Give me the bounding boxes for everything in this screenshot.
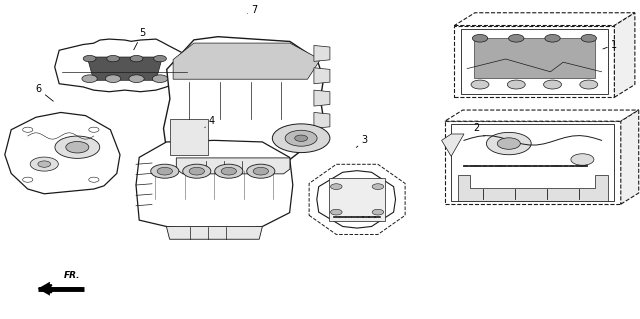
Polygon shape [164,37,323,161]
Circle shape [253,167,269,175]
Circle shape [183,164,211,178]
Circle shape [372,184,384,189]
Text: 2: 2 [474,122,484,136]
Text: 6: 6 [35,84,53,101]
Text: FR.: FR. [63,271,80,280]
Polygon shape [454,26,614,97]
Circle shape [107,56,120,62]
Polygon shape [451,124,614,201]
Circle shape [471,80,489,89]
Circle shape [215,164,243,178]
Circle shape [55,136,100,159]
Text: 1: 1 [603,40,618,50]
Circle shape [497,138,520,149]
Circle shape [154,56,166,62]
Circle shape [22,127,33,132]
Text: 5: 5 [134,28,145,50]
Circle shape [89,177,99,182]
Circle shape [247,164,275,178]
Polygon shape [87,57,163,80]
Polygon shape [38,282,50,296]
Circle shape [82,75,97,83]
Polygon shape [614,13,635,97]
Circle shape [486,132,531,155]
Polygon shape [445,121,621,204]
Polygon shape [445,110,639,121]
Circle shape [151,164,179,178]
Circle shape [89,127,99,132]
Polygon shape [136,140,293,230]
Circle shape [38,161,51,167]
Polygon shape [314,113,330,129]
Polygon shape [314,90,330,106]
Polygon shape [166,226,262,239]
Circle shape [509,34,524,42]
Circle shape [331,209,342,215]
Polygon shape [474,38,595,78]
Circle shape [157,167,173,175]
Text: 3: 3 [356,135,368,147]
Text: 4: 4 [205,116,214,128]
Circle shape [508,80,525,89]
Circle shape [472,34,488,42]
Circle shape [545,34,560,42]
Circle shape [22,177,33,182]
Text: 7: 7 [248,4,258,15]
Circle shape [331,184,342,189]
Polygon shape [458,175,608,201]
Polygon shape [177,158,290,174]
Circle shape [129,75,144,83]
Polygon shape [461,29,608,94]
Circle shape [581,34,596,42]
Circle shape [189,167,205,175]
Circle shape [221,167,237,175]
Polygon shape [314,68,330,84]
Polygon shape [173,43,320,79]
Bar [330,178,385,221]
Circle shape [285,130,317,146]
Circle shape [106,75,121,83]
Polygon shape [5,112,120,194]
Polygon shape [442,134,464,156]
Circle shape [83,56,96,62]
Polygon shape [314,46,330,62]
Polygon shape [621,110,639,204]
Circle shape [372,209,384,215]
Circle shape [543,80,561,89]
Polygon shape [317,171,396,228]
Circle shape [571,154,594,165]
Circle shape [273,124,330,152]
Polygon shape [55,39,195,92]
Circle shape [295,135,307,141]
Circle shape [130,56,143,62]
Circle shape [30,157,58,171]
Circle shape [66,142,89,153]
Circle shape [152,75,168,83]
Polygon shape [454,13,635,26]
Polygon shape [170,119,209,155]
Circle shape [580,80,598,89]
